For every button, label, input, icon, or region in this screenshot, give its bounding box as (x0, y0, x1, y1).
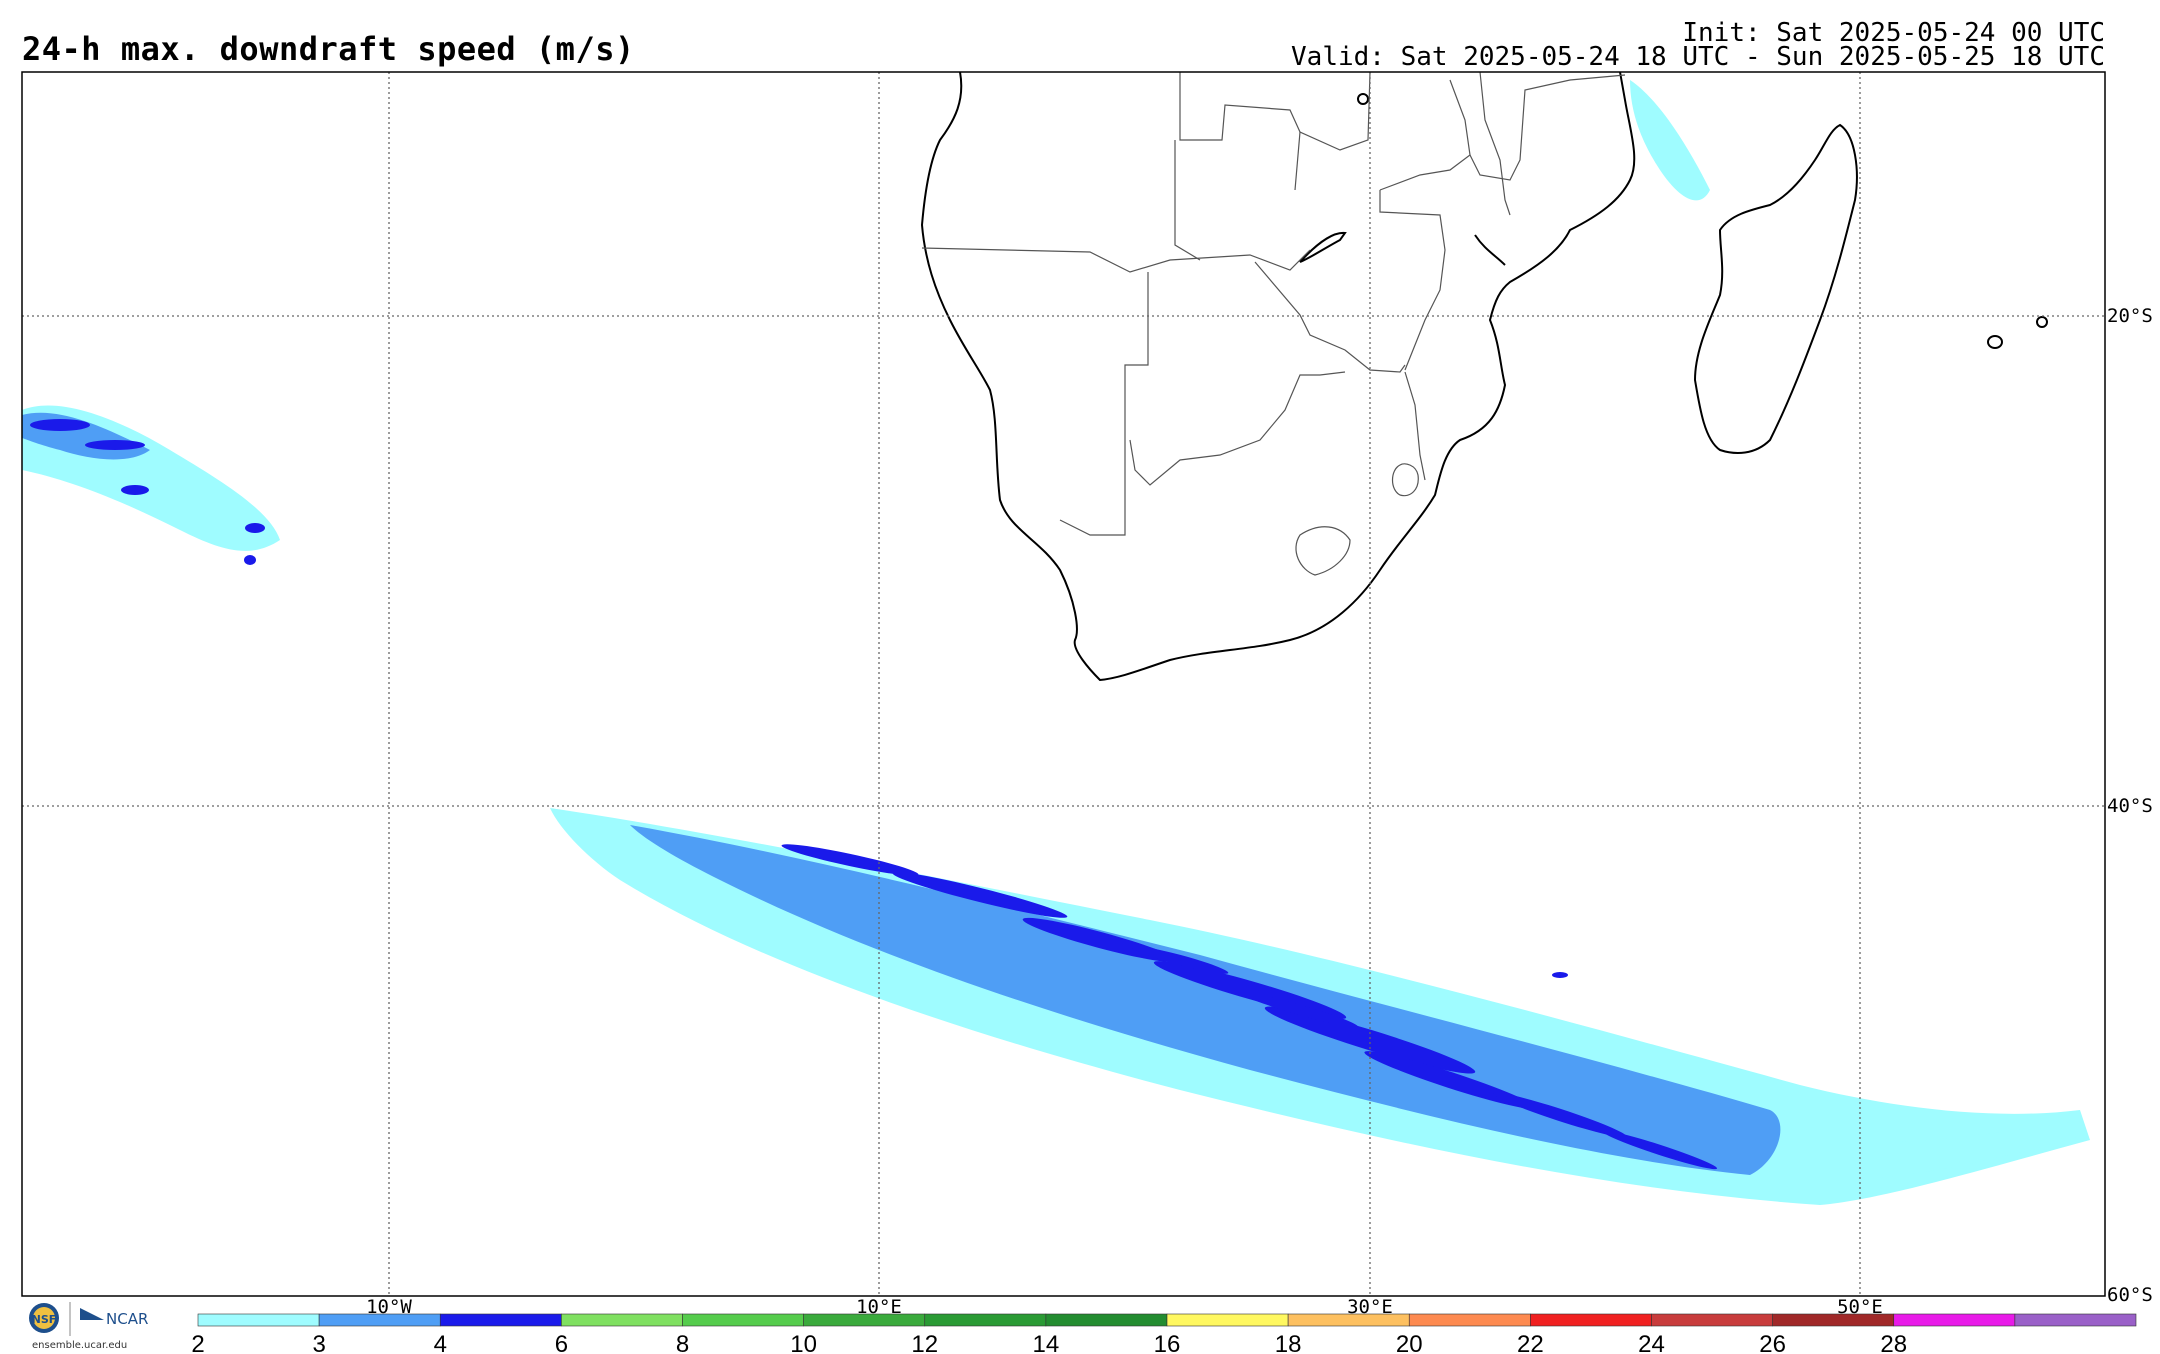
lake-kariba (1299, 231, 1347, 263)
url-text: ensemble.ucar.edu (32, 1340, 127, 1351)
colorbar-tick: 10 (790, 1331, 817, 1354)
colorbar-tick: 22 (1517, 1331, 1544, 1354)
lake-malawi (1474, 234, 1506, 266)
colorbar-swatch (2014, 1313, 2137, 1327)
colorbar-tick-labels: 2 3 4 6 8 10 12 14 16 18 20 22 24 26 28 (191, 1331, 1907, 1354)
colorbar-swatch (1530, 1313, 1652, 1327)
lon-label: 10°E (856, 1296, 902, 1318)
small-patch (1552, 972, 1568, 978)
map-title: 24-h max. downdraft speed (m/s) (22, 30, 635, 68)
coastlines (920, 72, 2048, 682)
nsf-text: NSF (32, 1313, 57, 1326)
colorbar-tick: 2 (191, 1331, 204, 1354)
init-time: Init: Sat 2025-05-24 00 UTC (1682, 18, 2105, 48)
colorbar-swatch (1651, 1313, 1773, 1327)
colorbar-tick: 4 (434, 1331, 447, 1354)
colorbar-tick: 14 (1033, 1331, 1060, 1354)
madagascar-coast (1693, 123, 1858, 454)
map-frame (21, 71, 2106, 1297)
graticule (22, 72, 2105, 1296)
band-medium (630, 825, 1781, 1175)
colorbar-tick: 26 (1759, 1331, 1786, 1354)
ne-patch-light (1630, 80, 1710, 201)
colorbar-swatch (1045, 1313, 1168, 1327)
colorbar-swatch (197, 1313, 320, 1327)
colorbar-tick: 6 (555, 1331, 568, 1354)
mauritius (1987, 335, 2003, 349)
lat-label: 40°S (2107, 795, 2153, 817)
colorbar-swatch (439, 1313, 562, 1327)
ncar-text: NCAR (106, 1310, 148, 1328)
lat-label: 20°S (2107, 305, 2153, 327)
colorbar-swatch (1893, 1313, 2016, 1327)
colorbar-swatch (1287, 1313, 1410, 1327)
lon-labels: 10°W 10°E 30°E 50°E (366, 1296, 1883, 1318)
colorbar-swatch (561, 1313, 683, 1327)
colorbar-tick: 8 (676, 1331, 689, 1354)
lon-label: 10°W (366, 1296, 412, 1318)
lon-label: 30°E (1347, 1296, 1393, 1318)
ncar-logo: NCAR (80, 1308, 148, 1328)
colorbar-tick: 18 (1275, 1331, 1302, 1354)
colorbar (197, 1313, 2137, 1327)
lat-labels: 20°S 40°S 60°S (2107, 305, 2153, 1306)
colorbar-tick: 24 (1638, 1331, 1665, 1354)
nsf-logo: NSF (29, 1303, 59, 1333)
lat-label: 60°S (2107, 1284, 2153, 1306)
africa-coast (920, 72, 1636, 682)
colorbar-swatch (1408, 1313, 1531, 1327)
colorbar-tick: 28 (1880, 1331, 1907, 1354)
colorbar-swatch (803, 1313, 926, 1327)
valid-time: Valid: Sat 2025-05-24 18 UTC - Sun 2025-… (1291, 42, 2105, 72)
colorbar-swatch (1166, 1313, 1289, 1327)
colorbar-tick: 3 (312, 1331, 325, 1354)
reunion (2036, 316, 2048, 328)
colorbar-swatch (682, 1313, 804, 1327)
lake-victoria-island (1357, 93, 1369, 105)
colorbar-swatch (1772, 1313, 1895, 1327)
colorbar-tick: 12 (911, 1331, 938, 1354)
downdraft-field (22, 80, 2090, 1205)
lon-label: 50°E (1837, 1296, 1883, 1318)
colorbar-tick: 20 (1396, 1331, 1423, 1354)
band-dark (781, 844, 1718, 1170)
colorbar-tick: 16 (1154, 1331, 1181, 1354)
band-light-tail (1850, 1120, 2085, 1180)
country-borders (921, 72, 1626, 576)
colorbar-swatch (924, 1313, 1047, 1327)
nw-patch-dark (30, 419, 265, 565)
colorbar-swatch (318, 1313, 441, 1327)
